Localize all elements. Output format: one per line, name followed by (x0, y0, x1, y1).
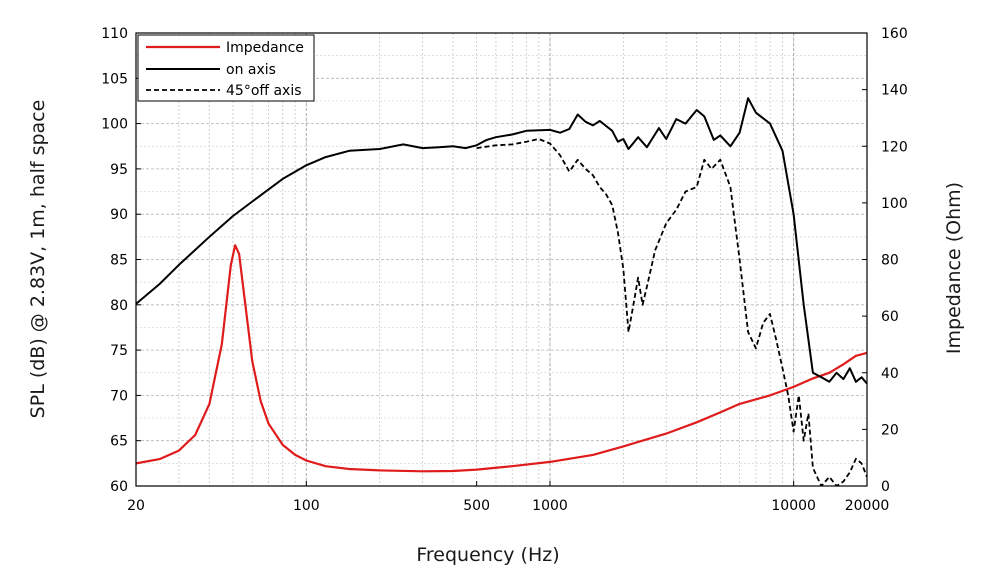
y-right-ticks: 0 20 40 60 80 100 120 140 160 (862, 26, 908, 495)
y-right-tick-label: 80 (881, 253, 899, 269)
grid-major (136, 33, 867, 486)
y-right-tick-label: 40 (881, 366, 899, 382)
y-right-axis-title: Impedance (Ohm) (943, 182, 965, 354)
impedance-line (136, 244, 867, 473)
y-left-tick-label: 105 (101, 71, 128, 87)
legend: Impedance on axis 45°off axis (137, 34, 315, 102)
y-right-tick-label: 160 (881, 26, 908, 42)
y-left-tick-label: 65 (110, 434, 128, 450)
y-right-tick-label: 140 (881, 83, 908, 99)
y-left-tick-label: 95 (110, 162, 128, 178)
x-tick-label: 10000 (771, 498, 816, 514)
off-axis-line (476, 138, 867, 486)
y-right-tick-label: 60 (881, 309, 899, 325)
on-axis-line (136, 97, 867, 385)
y-left-ticks: 60 65 70 75 80 85 90 95 100 105 110 (101, 26, 141, 495)
y-left-tick-label: 100 (101, 117, 128, 133)
x-tick-label: 100 (293, 498, 320, 514)
legend-label-impedance: Impedance (226, 40, 304, 56)
y-left-tick-label: 110 (101, 26, 128, 42)
legend-label-on-axis: on axis (226, 62, 276, 78)
x-tick-label: 500 (463, 498, 490, 514)
y-right-tick-label: 20 (881, 422, 899, 438)
y-left-tick-label: 60 (110, 479, 128, 495)
x-tick-label: 20 (127, 498, 145, 514)
x-tick-label: 1000 (532, 498, 568, 514)
y-right-tick-label: 100 (881, 196, 908, 212)
y-left-axis-title: SPL (dB) @ 2.83V, 1m, half space (27, 100, 49, 419)
y-right-tick-label: 0 (881, 479, 890, 495)
y-right-tick-label: 120 (881, 139, 908, 155)
x-axis-title: Frequency (Hz) (416, 544, 559, 566)
y-left-tick-label: 70 (110, 388, 128, 404)
y-left-tick-label: 90 (110, 207, 128, 223)
legend-label-off-axis: 45°off axis (226, 83, 302, 99)
y-left-tick-label: 85 (110, 253, 128, 269)
x-tick-label: 20000 (845, 498, 890, 514)
series-layer (136, 97, 867, 486)
y-left-tick-label: 80 (110, 298, 128, 314)
x-ticks: 20 100 500 1000 10000 20000 (127, 481, 889, 514)
y-left-tick-label: 75 (110, 343, 128, 359)
